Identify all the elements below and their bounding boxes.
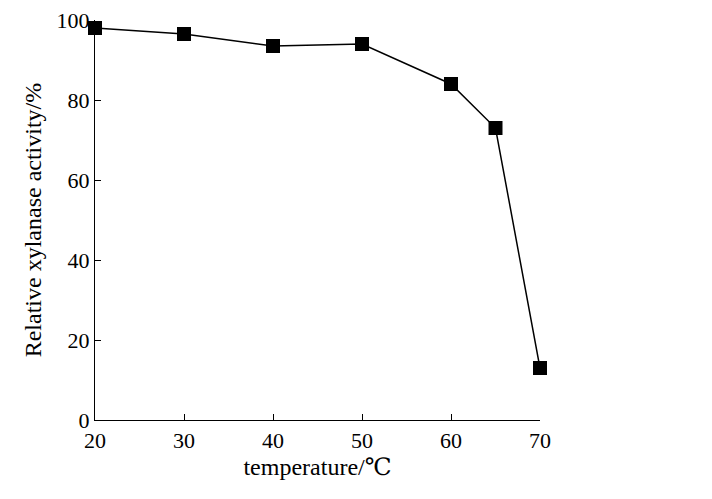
svg-text:20: 20 (84, 428, 106, 453)
svg-text:60: 60 (67, 168, 89, 193)
svg-text:Relative xylanase activity/%: Relative xylanase activity/% (20, 83, 46, 358)
svg-text:100: 100 (56, 8, 89, 33)
svg-text:30: 30 (173, 428, 195, 453)
svg-text:temperature/℃: temperature/℃ (243, 454, 391, 480)
svg-text:20: 20 (67, 328, 89, 353)
svg-text:0: 0 (78, 408, 89, 433)
svg-text:60: 60 (440, 428, 462, 453)
svg-text:70: 70 (529, 428, 551, 453)
svg-text:80: 80 (67, 88, 89, 113)
svg-text:40: 40 (262, 428, 284, 453)
svg-text:50: 50 (351, 428, 373, 453)
svg-text:40: 40 (67, 248, 89, 273)
